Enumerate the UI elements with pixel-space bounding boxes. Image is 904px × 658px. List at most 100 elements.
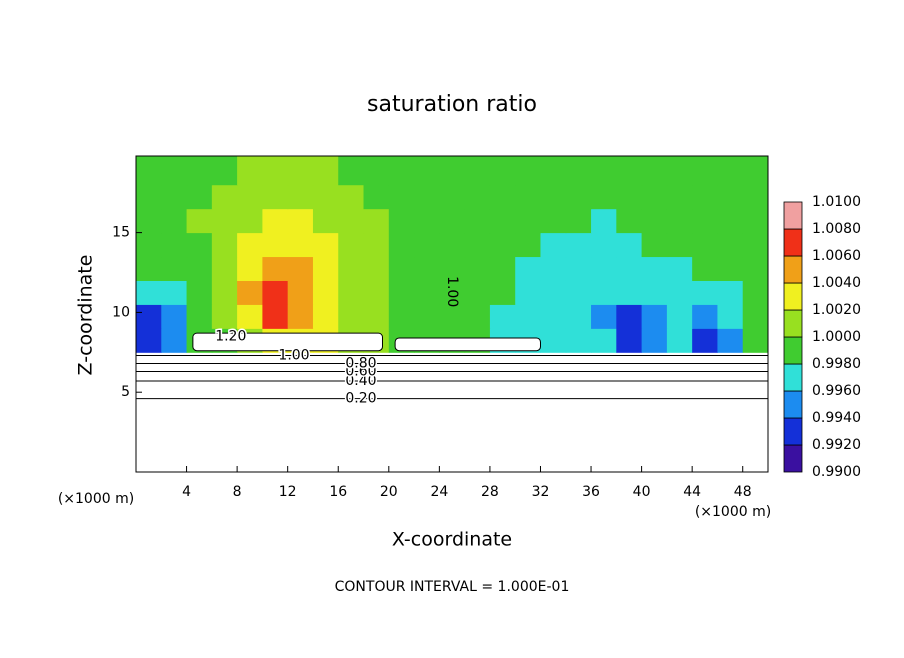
colorbar-label: 1.0080 — [812, 221, 861, 237]
field-cell — [287, 208, 314, 234]
y-axis-label: Z-coordinate — [75, 255, 97, 376]
field-cell — [717, 232, 744, 258]
field-cell — [237, 184, 263, 210]
x-axis-label: X-coordinate — [392, 529, 512, 551]
field-cell — [464, 280, 491, 305]
field-cell — [540, 328, 567, 353]
field-cell — [161, 256, 188, 281]
field-cell — [540, 304, 567, 329]
field-cell — [338, 208, 365, 234]
field-cell — [666, 184, 693, 210]
field-cell — [414, 304, 440, 329]
colorbar-label: 1.0020 — [812, 302, 861, 318]
field-cell — [489, 256, 516, 281]
field-cell — [186, 156, 213, 186]
field-cell — [591, 156, 617, 186]
field-cell — [287, 304, 314, 329]
colorbar-label: 0.9940 — [812, 410, 861, 426]
field-cell — [464, 304, 491, 329]
field-cell — [439, 280, 466, 305]
field-cell — [262, 256, 289, 281]
field-cell — [616, 208, 643, 234]
field-cell — [717, 208, 744, 234]
field-cell — [591, 304, 617, 329]
field-cell — [666, 208, 693, 234]
field-cell — [464, 232, 491, 258]
field-cell — [414, 280, 440, 305]
x-tick-label: 8 — [233, 484, 242, 500]
field-cell — [287, 256, 314, 281]
field-cell — [717, 280, 744, 305]
chart-title: saturation ratio — [367, 92, 537, 117]
field-cell — [439, 232, 466, 258]
field-cell — [742, 208, 769, 234]
field-cell — [641, 232, 668, 258]
field-cell — [388, 304, 415, 329]
field-cell — [237, 256, 263, 281]
field-cell — [717, 328, 744, 353]
field-cell — [136, 156, 162, 186]
field-cell — [363, 184, 390, 210]
field-cell — [641, 208, 668, 234]
field-cell — [616, 232, 643, 258]
field-cell — [363, 304, 390, 329]
x-tick-label: 48 — [734, 484, 752, 500]
contour-label: 1.20 — [215, 328, 246, 344]
field-cell — [338, 184, 365, 210]
field-cell — [186, 208, 213, 234]
field-cell — [666, 232, 693, 258]
field-cell — [312, 184, 339, 210]
field-cell — [237, 156, 263, 186]
field-cell — [641, 156, 668, 186]
contour-label: 0.20 — [345, 391, 376, 407]
field-cell — [211, 184, 238, 210]
field-cell — [666, 304, 693, 329]
field-cell — [742, 156, 769, 186]
field-cell — [464, 208, 491, 234]
colorbar-label: 0.9900 — [812, 464, 861, 480]
field-cell — [211, 256, 238, 281]
field-cell — [742, 184, 769, 210]
field-cell — [515, 256, 541, 281]
field-cell — [237, 232, 263, 258]
field-cell — [591, 280, 617, 305]
field-cell — [616, 280, 643, 305]
colorbar-swatch — [783, 309, 803, 338]
field-cell — [565, 208, 592, 234]
colorbar-label: 0.9960 — [812, 383, 861, 399]
field-cell — [565, 232, 592, 258]
field-cell — [211, 156, 238, 186]
field-cell — [414, 184, 440, 210]
saturated-region — [394, 337, 541, 352]
plot-frame — [135, 155, 769, 473]
colorbar-swatch — [783, 363, 803, 392]
field-cell — [515, 304, 541, 329]
field-cell — [489, 184, 516, 210]
field-cell — [312, 280, 339, 305]
field-cell — [186, 304, 213, 329]
field-cell — [439, 256, 466, 281]
y-tick-label: 15 — [112, 225, 130, 241]
field-cell — [616, 256, 643, 281]
field-cell — [742, 280, 769, 305]
field-cell — [312, 256, 339, 281]
contour-annotation: 1.00 — [444, 276, 460, 307]
field-cell — [692, 232, 718, 258]
contour-label: 0.80 — [345, 355, 376, 371]
field-cell — [489, 156, 516, 186]
field-cell — [262, 156, 289, 186]
field-cell — [591, 328, 617, 353]
field-cell — [414, 256, 440, 281]
field-cell — [692, 184, 718, 210]
field-cell — [287, 184, 314, 210]
field-cell — [692, 328, 718, 353]
field-cell — [363, 208, 390, 234]
field-cell — [312, 208, 339, 234]
field-cell — [641, 184, 668, 210]
field-cell — [641, 256, 668, 281]
footer: CONTOUR INTERVAL = 1.000E-01 — [335, 579, 570, 595]
field-cell — [262, 208, 289, 234]
field-cell — [565, 256, 592, 281]
colorbar-swatch — [783, 255, 803, 284]
